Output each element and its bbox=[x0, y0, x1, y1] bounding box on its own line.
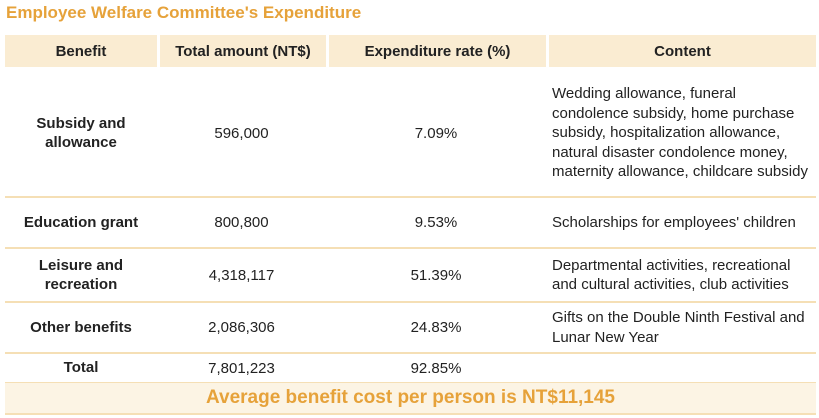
table-row: Leisure and recreation 4,318,117 51.39% … bbox=[5, 249, 816, 303]
expenditure-table: Benefit Total amount (NT$) Expenditure r… bbox=[5, 35, 816, 384]
table-header-row: Benefit Total amount (NT$) Expenditure r… bbox=[5, 35, 816, 70]
average-cost-banner: Average benefit cost per person is NT$11… bbox=[5, 383, 816, 415]
content-description: Scholarships for employees' children bbox=[546, 198, 816, 249]
table-row-total: Total 7,801,223 92.85% bbox=[5, 354, 816, 384]
content-description bbox=[546, 354, 816, 384]
column-header-benefit: Benefit bbox=[5, 35, 157, 70]
benefit-name: Leisure and recreation bbox=[38, 256, 124, 294]
page-title: Employee Welfare Committee's Expenditure bbox=[6, 3, 362, 22]
content-description: Gifts on the Double Ninth Festival and L… bbox=[546, 303, 816, 354]
content-description: Wedding allowance, funeral condolence su… bbox=[546, 70, 816, 198]
benefit-name: Education grant bbox=[5, 198, 157, 249]
table-row: Education grant 800,800 9.53% Scholarshi… bbox=[5, 198, 816, 249]
expenditure-rate: 51.39% bbox=[326, 249, 546, 303]
column-header-content: Content bbox=[546, 35, 816, 70]
total-amount: 2,086,306 bbox=[157, 303, 326, 354]
expenditure-rate: 92.85% bbox=[326, 354, 546, 384]
expenditure-rate: 7.09% bbox=[326, 70, 546, 198]
table-row: Subsidy and allowance 596,000 7.09% Wedd… bbox=[5, 70, 816, 198]
expenditure-rate: 9.53% bbox=[326, 198, 546, 249]
total-amount: 800,800 bbox=[157, 198, 326, 249]
table-row: Other benefits 2,086,306 24.83% Gifts on… bbox=[5, 303, 816, 354]
total-amount: 4,318,117 bbox=[157, 249, 326, 303]
content-description: Departmental activities, recreational an… bbox=[546, 249, 816, 303]
expenditure-rate: 24.83% bbox=[326, 303, 546, 354]
benefit-name: Subsidy and allowance bbox=[36, 114, 126, 152]
total-amount: 596,000 bbox=[157, 70, 326, 198]
benefit-name: Total bbox=[5, 354, 157, 384]
total-amount: 7,801,223 bbox=[157, 354, 326, 384]
column-header-expenditure-rate: Expenditure rate (%) bbox=[326, 35, 546, 70]
column-header-total-amount: Total amount (NT$) bbox=[157, 35, 326, 70]
benefit-name: Other benefits bbox=[5, 303, 157, 354]
